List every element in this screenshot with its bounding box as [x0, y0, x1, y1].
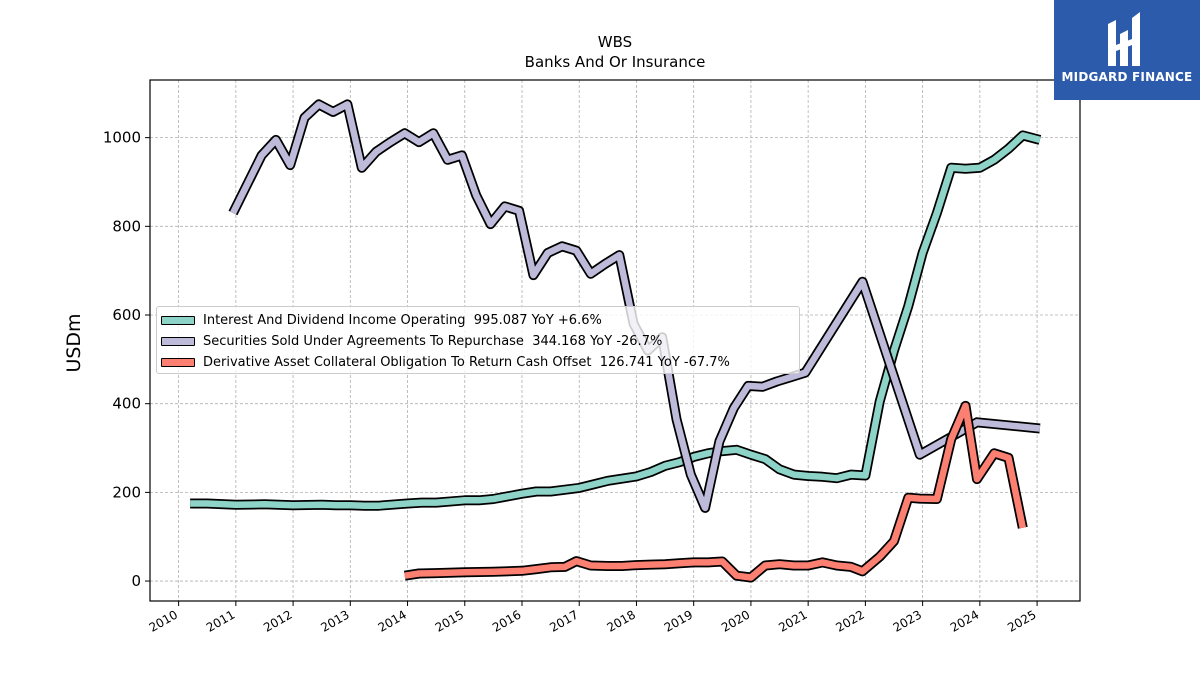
series-3: [403, 400, 1028, 583]
x-tick-label: 2020: [719, 607, 752, 634]
x-tick-label: 2019: [662, 607, 695, 634]
legend-item: Securities Sold Under Agreements To Repu…: [161, 331, 662, 351]
series-lines: [190, 99, 1042, 583]
x-tick-label: 2017: [547, 607, 580, 634]
x-tick-label: 2016: [490, 607, 523, 634]
logo-mark-icon: [1108, 12, 1140, 66]
y-tick-label: 400: [112, 395, 141, 413]
x-tick-label: 2023: [891, 607, 924, 634]
legend-item: Interest And Dividend Income Operating 9…: [161, 310, 602, 330]
chart-title: WBS: [598, 33, 632, 51]
legend-label: Interest And Dividend Income Operating 9…: [203, 312, 602, 328]
x-tick-label: 2012: [261, 607, 294, 634]
x-tick-label: 2025: [1005, 607, 1038, 634]
series-line: [230, 101, 1041, 512]
x-tick-label: 2011: [204, 607, 237, 634]
y-tick-label: 600: [112, 306, 141, 324]
x-tick-label: 2015: [433, 607, 466, 634]
series-1: [190, 130, 1042, 511]
series-line: [190, 132, 1041, 509]
brand-logo: MIDGARD FINANCE: [1054, 0, 1200, 100]
chart-legend: Interest And Dividend Income Operating 9…: [156, 306, 800, 374]
legend-label: Securities Sold Under Agreements To Repu…: [203, 333, 663, 349]
y-axis-label: USDm: [63, 313, 85, 372]
x-tick-label: 2021: [776, 607, 809, 634]
y-tick-label: 1000: [103, 129, 141, 147]
logo-text: MIDGARD FINANCE: [1061, 70, 1193, 84]
y-tick-label: 200: [112, 483, 141, 501]
series-line: [404, 402, 1026, 581]
plot-frame: [149, 79, 1081, 602]
chart-subtitle: Banks And Or Insurance: [525, 53, 706, 71]
legend-swatch: [161, 357, 195, 367]
y-tick-label: 0: [131, 572, 141, 590]
series-line-outline: [403, 400, 1028, 583]
x-tick-label: 2022: [833, 607, 866, 634]
x-tick-label: 2014: [376, 607, 409, 634]
legend-item: Derivative Asset Collateral Obligation T…: [161, 352, 730, 372]
legend-swatch: [161, 336, 195, 346]
y-tick-label: 800: [112, 217, 141, 235]
x-tick-label: 2013: [318, 607, 351, 634]
x-tick-label: 2018: [605, 607, 638, 634]
x-tick-label: 2010: [147, 607, 180, 634]
x-tick-label: 2024: [948, 607, 981, 634]
legend-swatch: [161, 315, 195, 325]
series-2: [228, 99, 1041, 513]
legend-label: Derivative Asset Collateral Obligation T…: [203, 354, 730, 370]
